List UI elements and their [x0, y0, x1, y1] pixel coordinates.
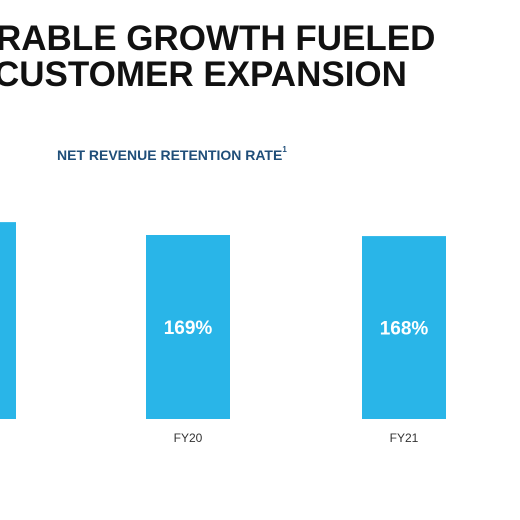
x-tick-fy20: FY20 — [174, 431, 203, 445]
data-label-fy20: 169% — [164, 318, 213, 339]
slide-title-line-1: RABLE GROWTH FUELED — [0, 19, 436, 58]
slide-title-line-2: CUSTOMER EXPANSION — [0, 55, 407, 94]
bar-partial — [0, 222, 16, 419]
chart-title-footnote: 1 — [282, 145, 287, 154]
data-label-fy21: 168% — [380, 319, 429, 340]
x-tick-fy21: FY21 — [390, 431, 419, 445]
chart-title-text: NET REVENUE RETENTION RATE — [57, 147, 283, 163]
chart-title: NET REVENUE RETENTION RATE1 — [57, 145, 287, 163]
slide-title: RABLE GROWTH FUELED CUSTOMER EXPANSION — [0, 16, 520, 96]
bar-fy20 — [146, 235, 230, 419]
bar-fy21 — [362, 236, 446, 419]
